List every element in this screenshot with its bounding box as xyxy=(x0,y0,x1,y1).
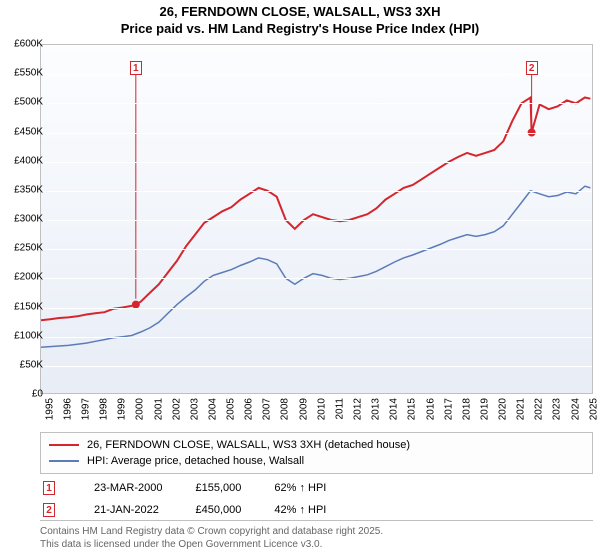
y-tick-label: £550K xyxy=(5,68,43,79)
event-delta: 42% ↑ HPI xyxy=(273,500,356,520)
y-tick-label: £200K xyxy=(5,272,43,283)
y-tick-label: £0 xyxy=(5,389,43,400)
event-price: £155,000 xyxy=(194,478,271,498)
event-marker: 2 xyxy=(43,503,55,517)
title-line-2: Price paid vs. HM Land Registry's House … xyxy=(0,21,600,38)
legend-label: HPI: Average price, detached house, Wals… xyxy=(87,455,304,467)
titles: 26, FERNDOWN CLOSE, WALSALL, WS3 3XH Pri… xyxy=(0,0,600,38)
footer: Contains HM Land Registry data © Crown c… xyxy=(40,520,593,551)
events-table: 1 23-MAR-2000£155,00062% ↑ HPI 2 21-JAN-202… xyxy=(40,476,358,522)
y-tick-label: £300K xyxy=(5,214,43,225)
legend-row: 26, FERNDOWN CLOSE, WALSALL, WS3 3XH (de… xyxy=(49,437,584,453)
marker-box-2: 2 xyxy=(526,61,538,75)
chart-area: 12 xyxy=(40,44,593,394)
gridline-h xyxy=(41,45,592,46)
event-date: 21-JAN-2022 xyxy=(93,500,192,520)
event-price: £450,000 xyxy=(194,500,271,520)
event-row: 1 23-MAR-2000£155,00062% ↑ HPI xyxy=(42,478,356,498)
y-tick-label: £100K xyxy=(5,330,43,341)
title-line-1: 26, FERNDOWN CLOSE, WALSALL, WS3 3XH xyxy=(0,4,600,21)
y-tick-label: £600K xyxy=(5,39,43,50)
gridline-h xyxy=(41,337,592,338)
gridline-h xyxy=(41,103,592,104)
event-marker: 1 xyxy=(43,481,55,495)
series-line-hpi xyxy=(41,186,590,347)
legend-swatch xyxy=(49,460,79,462)
y-tick-label: £250K xyxy=(5,243,43,254)
footer-line-1: Contains HM Land Registry data © Crown c… xyxy=(40,525,593,538)
legend: 26, FERNDOWN CLOSE, WALSALL, WS3 3XH (de… xyxy=(40,432,593,474)
footer-line-2: This data is licensed under the Open Gov… xyxy=(40,538,593,551)
event-delta: 62% ↑ HPI xyxy=(273,478,356,498)
y-tick-label: £150K xyxy=(5,301,43,312)
gridline-h xyxy=(41,278,592,279)
y-tick-label: £50K xyxy=(5,359,43,370)
series-line-price_paid xyxy=(41,98,590,321)
y-tick-label: £400K xyxy=(5,155,43,166)
y-tick-label: £450K xyxy=(5,126,43,137)
event-date: 23-MAR-2000 xyxy=(93,478,192,498)
gridline-h xyxy=(41,191,592,192)
legend-row: HPI: Average price, detached house, Wals… xyxy=(49,453,584,469)
gridline-h xyxy=(41,366,592,367)
gridline-h xyxy=(41,74,592,75)
event-row: 2 21-JAN-2022£450,00042% ↑ HPI xyxy=(42,500,356,520)
gridline-h xyxy=(41,249,592,250)
chart-container: 26, FERNDOWN CLOSE, WALSALL, WS3 3XH Pri… xyxy=(0,0,600,560)
legend-swatch xyxy=(49,444,79,446)
gridline-h xyxy=(41,162,592,163)
y-tick-label: £350K xyxy=(5,184,43,195)
gridline-h xyxy=(41,220,592,221)
gridline-h xyxy=(41,133,592,134)
y-tick-label: £500K xyxy=(5,97,43,108)
legend-label: 26, FERNDOWN CLOSE, WALSALL, WS3 3XH (de… xyxy=(87,439,410,451)
gridline-h xyxy=(41,308,592,309)
marker-box-1: 1 xyxy=(130,61,142,75)
chart-svg xyxy=(41,45,592,393)
